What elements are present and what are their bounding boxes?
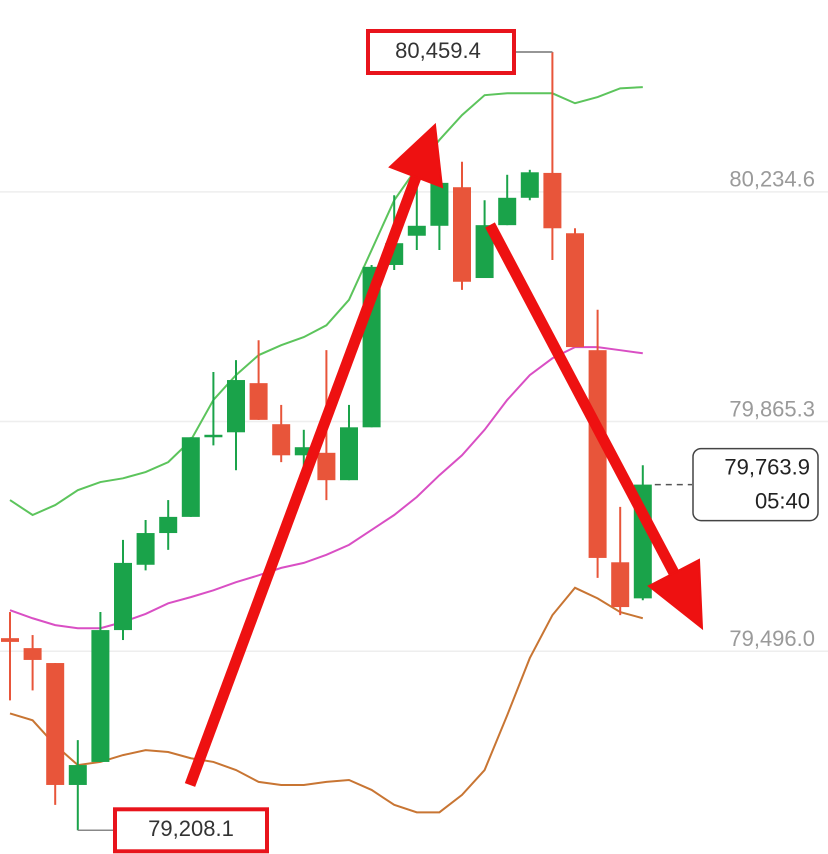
candle-body [498, 197, 517, 226]
candle-body [114, 562, 132, 631]
arrow-up-shaft [184, 175, 422, 787]
candle-body [294, 447, 313, 456]
candle-body [68, 765, 87, 785]
candle-body [227, 380, 245, 433]
candle-body [136, 533, 155, 565]
high-box [366, 28, 516, 75]
candle-body [46, 663, 65, 785]
candle-body [272, 424, 291, 456]
candle-body [249, 383, 268, 420]
candle-body [181, 437, 200, 517]
candle-body [520, 172, 539, 198]
candle-body [23, 648, 42, 660]
candle-body [543, 172, 562, 229]
candles [1, 51, 652, 831]
y-tick-label: 79,865.3 [729, 396, 815, 421]
grid: 80,234.6 79,865.3 79,496.0 [0, 167, 828, 652]
last-price-label: 79,763.9 [724, 454, 810, 479]
last-price-box [692, 447, 819, 522]
arrow-down-shaft [485, 222, 679, 576]
y-tick-label: 80,234.6 [729, 167, 815, 192]
candle-body [159, 516, 178, 534]
trend-arrows [184, 122, 704, 787]
high-label: 80,459.4 [395, 38, 481, 63]
candle-body [340, 427, 358, 481]
y-tick-label: 79,496.0 [729, 626, 815, 651]
low-label: 79,208.1 [148, 816, 234, 841]
candle-body [453, 187, 471, 282]
candle-body [566, 233, 584, 348]
band-line [9, 586, 644, 814]
band-line [9, 86, 643, 517]
candle-body [204, 434, 223, 438]
low-box [113, 807, 269, 854]
arrow-up-head [388, 122, 444, 189]
candle-body [91, 630, 110, 762]
candle-body [317, 452, 336, 481]
candle-body [611, 562, 630, 608]
candle-body [430, 182, 449, 226]
candle-body [1, 638, 19, 642]
arrow-down-head [647, 558, 704, 631]
countdown: 05:40 [755, 488, 810, 513]
candle-body [475, 225, 494, 279]
candle-body [588, 350, 607, 558]
candle-body [407, 225, 426, 236]
annotations: 80,459.4 79,208.1 79,763.9 05:40 [77, 28, 819, 854]
